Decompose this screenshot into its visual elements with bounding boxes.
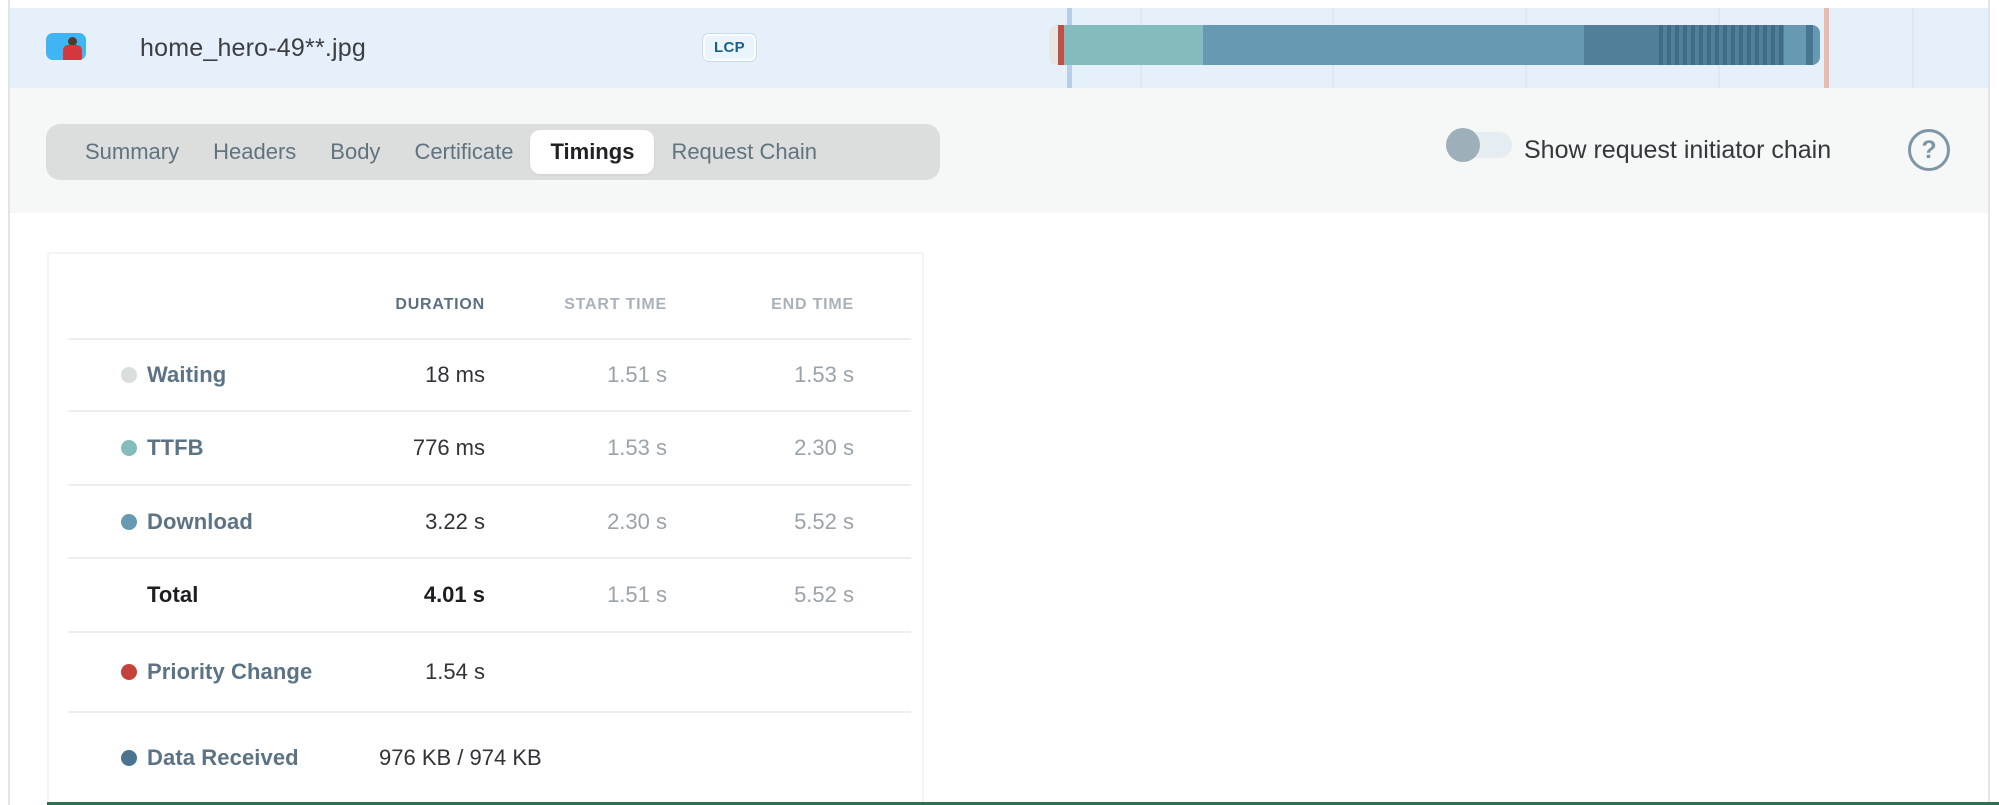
- duration-value: 4.01 s: [423, 582, 485, 607]
- table-row-download: Download 3.22 s 2.30 s 5.52 s: [49, 486, 922, 557]
- toggle-knob: [1446, 128, 1480, 162]
- row-label: Priority Change: [147, 659, 313, 684]
- start-time-value: 1.53 s: [607, 435, 667, 460]
- end-time-value: 2.30 s: [794, 435, 854, 460]
- thumbnail-person-torso: [63, 45, 82, 60]
- row-label: Download: [147, 508, 253, 534]
- waterfall-ttfb-segment: [1064, 25, 1203, 65]
- start-time-value: 1.51 s: [607, 582, 667, 607]
- show-initiator-chain-label: Show request initiator chain: [1524, 136, 1832, 164]
- panel-left-border: [8, 0, 10, 805]
- download-dot: [121, 513, 137, 530]
- tab-timings[interactable]: Timings: [530, 130, 655, 174]
- priority-change-dot: [121, 664, 137, 680]
- request-thumbnail-image: [46, 33, 86, 60]
- lcp-badge: LCP: [703, 34, 756, 61]
- column-header-duration: DURATION: [395, 296, 485, 313]
- data-received-value: 976 KB / 974 KB: [379, 745, 542, 770]
- row-label: TTFB: [147, 435, 204, 460]
- waterfall-priority-change-tick: [1058, 25, 1064, 65]
- timings-card: DURATION START TIME END TIME Waiting 18 …: [47, 252, 924, 805]
- start-time-value: 1.51 s: [607, 362, 667, 387]
- row-label: Data Received: [147, 745, 299, 770]
- end-time-value: 5.52 s: [794, 508, 854, 534]
- row-label: Waiting: [147, 362, 227, 387]
- tab-request-chain[interactable]: Request Chain: [671, 139, 817, 164]
- column-header-end-time: END TIME: [771, 296, 854, 313]
- row-separator: [68, 484, 911, 486]
- request-waterfall-bar: [1049, 25, 1824, 65]
- row-separator: [68, 711, 911, 713]
- ttfb-dot: [121, 440, 137, 456]
- waterfall-waiting-segment: [1049, 25, 1059, 65]
- waterfall-data-chunk-thin: [1806, 25, 1813, 65]
- duration-value: 18 ms: [425, 362, 485, 387]
- row-separator: [68, 557, 911, 559]
- no-dot-spacer: [121, 587, 137, 603]
- end-time-value: 1.53 s: [794, 362, 854, 387]
- help-icon[interactable]: ?: [1908, 129, 1950, 171]
- next-section-top-edge: [47, 802, 1999, 805]
- duration-value: 3.22 s: [425, 508, 485, 534]
- tab-bar: Summary Headers Body Certificate Timings…: [46, 124, 940, 180]
- tab-headers[interactable]: Headers: [213, 139, 297, 164]
- panel-right-border: [1988, 0, 1990, 805]
- column-header-start-time: START TIME: [564, 296, 667, 313]
- waiting-dot: [121, 367, 137, 383]
- table-row-priority-change: Priority Change 1.54 s: [49, 633, 922, 711]
- waterfall-download-segment: [1203, 25, 1820, 65]
- table-row-ttfb: TTFB 776 ms 1.53 s 2.30 s: [49, 412, 922, 484]
- tab-summary[interactable]: Summary: [85, 139, 180, 164]
- waterfall-data-chunk-stripes: [1659, 25, 1784, 65]
- timings-header-row: DURATION START TIME END TIME: [49, 254, 922, 338]
- page-event-marker-salmon: [1824, 8, 1829, 88]
- table-row-total: Total 4.01 s 1.51 s 5.52 s: [49, 559, 922, 631]
- end-time-value: 5.52 s: [794, 582, 854, 607]
- waterfall-data-chunk-solid: [1584, 25, 1659, 65]
- row-separator: [68, 410, 911, 412]
- priority-change-value: 1.54 s: [425, 659, 485, 684]
- duration-value: 776 ms: [412, 435, 485, 460]
- show-initiator-chain-toggle[interactable]: [1446, 128, 1512, 162]
- request-filename: home_hero-49**.jpg: [140, 33, 366, 62]
- tab-body[interactable]: Body: [330, 139, 381, 164]
- start-time-value: 2.30 s: [607, 508, 667, 534]
- table-row-data-received: Data Received 976 KB / 974 KB: [49, 713, 922, 805]
- waterfall-gridline: [1912, 8, 1914, 88]
- row-label: Total: [147, 582, 199, 607]
- data-received-dot: [121, 750, 137, 766]
- toolbar-band: Summary Headers Body Certificate Timings…: [10, 88, 1988, 213]
- tab-certificate[interactable]: Certificate: [414, 139, 514, 164]
- request-row[interactable]: home_hero-49**.jpg LCP: [10, 8, 1988, 88]
- row-separator: [68, 631, 911, 633]
- thumbnail-person-head: [68, 37, 77, 46]
- table-row-waiting: Waiting 18 ms 1.51 s 1.53 s: [49, 340, 922, 410]
- row-separator: [68, 338, 911, 340]
